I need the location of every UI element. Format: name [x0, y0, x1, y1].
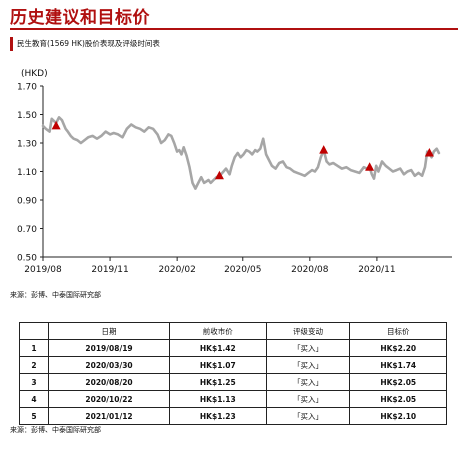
row-rating: 「买入」	[265, 390, 351, 408]
marker-group	[51, 120, 434, 180]
table-row: 4 2020/10/22 HK$1.13 「买入」 HK$2.05	[19, 390, 447, 408]
x-tick-label: 2020/08	[291, 265, 329, 275]
row-date: 2019/08/19	[47, 339, 171, 357]
row-rating: 「买入」	[265, 407, 351, 425]
row-prev-close: HK$1.42	[169, 339, 267, 357]
row-date: 2020/03/30	[47, 356, 171, 374]
table-row: 2 2020/03/30 HK$1.07 「买入」 HK$1.74	[19, 356, 447, 374]
rating-marker	[424, 147, 434, 157]
chart-source-note: 来源：彭博、中泰国际研究部	[10, 291, 101, 299]
table-source-note: 来源：彭博、中泰国际研究部	[10, 426, 101, 434]
row-rating: 「买入」	[265, 356, 351, 374]
row-index: 1	[19, 339, 49, 357]
y-tick-label: 0.50	[17, 254, 37, 264]
col-header-target-price: 目标价	[349, 322, 447, 340]
x-tick-label: 2020/11	[358, 265, 395, 275]
col-header-date: 日期	[47, 322, 171, 340]
y-tick-label: 1.30	[17, 140, 37, 150]
row-target: HK$2.10	[349, 407, 447, 425]
row-prev-close: HK$1.07	[169, 356, 267, 374]
series-group	[41, 116, 441, 190]
row-target: HK$1.74	[349, 356, 447, 374]
row-date: 2021/01/12	[47, 407, 171, 425]
title-divider	[10, 28, 458, 30]
col-header-rating-change: 评级变动	[265, 322, 351, 340]
price-chart: (HKD) 0.50 0.70 0.90 1.10 1.30 1.50 1.70 2019/0…	[17, 69, 452, 275]
rating-history-table: 日期 前收市价 评级变动 目标价 1 2019/08/19 HK$1.42 「买…	[19, 322, 447, 425]
row-index: 2	[19, 356, 49, 374]
table-row: 5 2021/01/12 HK$1.23 「买入」 HK$2.10	[19, 407, 447, 425]
y-tick-label: 1.50	[17, 111, 37, 121]
y-tick-label: 1.10	[17, 168, 37, 178]
row-target: HK$2.05	[349, 373, 447, 391]
x-tick-label: 2019/11	[91, 265, 128, 275]
rating-marker	[365, 162, 375, 171]
table-row: 3 2020/08/20 HK$1.25 「买入」 HK$2.05	[19, 373, 447, 391]
col-header-index	[19, 322, 49, 340]
table-header-row: 日期 前收市价 评级变动 目标价	[19, 322, 447, 340]
x-tick-label: 2020/02	[158, 265, 195, 275]
page-title: 历史建议和目标价	[10, 8, 150, 28]
col-header-prev-close: 前收市价	[169, 322, 267, 340]
chart-title: 民生教育(1569 HK)股价表现及评级时间表	[17, 39, 160, 48]
x-tick-label: 2019/08	[24, 265, 62, 275]
rating-marker	[51, 120, 61, 130]
row-prev-close: HK$1.25	[169, 373, 267, 391]
rating-marker	[319, 145, 329, 154]
row-prev-close: HK$1.13	[169, 390, 267, 408]
y-tick-label: 1.70	[17, 83, 37, 93]
row-index: 3	[19, 373, 49, 391]
y-axis: (HKD) 0.50 0.70 0.90 1.10 1.30 1.50 1.70	[17, 69, 48, 264]
y-tick-label: 0.70	[17, 225, 37, 235]
x-tick-label: 2020/05	[224, 265, 261, 275]
row-target: HK$2.20	[349, 339, 447, 357]
row-index: 4	[19, 390, 49, 408]
rating-marker	[214, 170, 224, 180]
row-date: 2020/10/22	[47, 390, 171, 408]
row-date: 2020/08/20	[47, 373, 171, 391]
x-axis: 2019/08 2019/11 2020/02 2020/05 2020/08 2020/…	[24, 256, 452, 275]
price-series-line	[41, 116, 441, 190]
row-prev-close: HK$1.23	[169, 407, 267, 425]
table-row: 1 2019/08/19 HK$1.42 「买入」 HK$2.20	[19, 339, 447, 357]
row-rating: 「买入」	[265, 373, 351, 391]
chart-title-accent	[10, 37, 13, 51]
row-rating: 「买入」	[265, 339, 351, 357]
row-target: HK$2.05	[349, 390, 447, 408]
y-tick-label: 0.90	[17, 197, 37, 207]
y-axis-unit-label: (HKD)	[21, 69, 48, 79]
row-index: 5	[19, 407, 49, 425]
